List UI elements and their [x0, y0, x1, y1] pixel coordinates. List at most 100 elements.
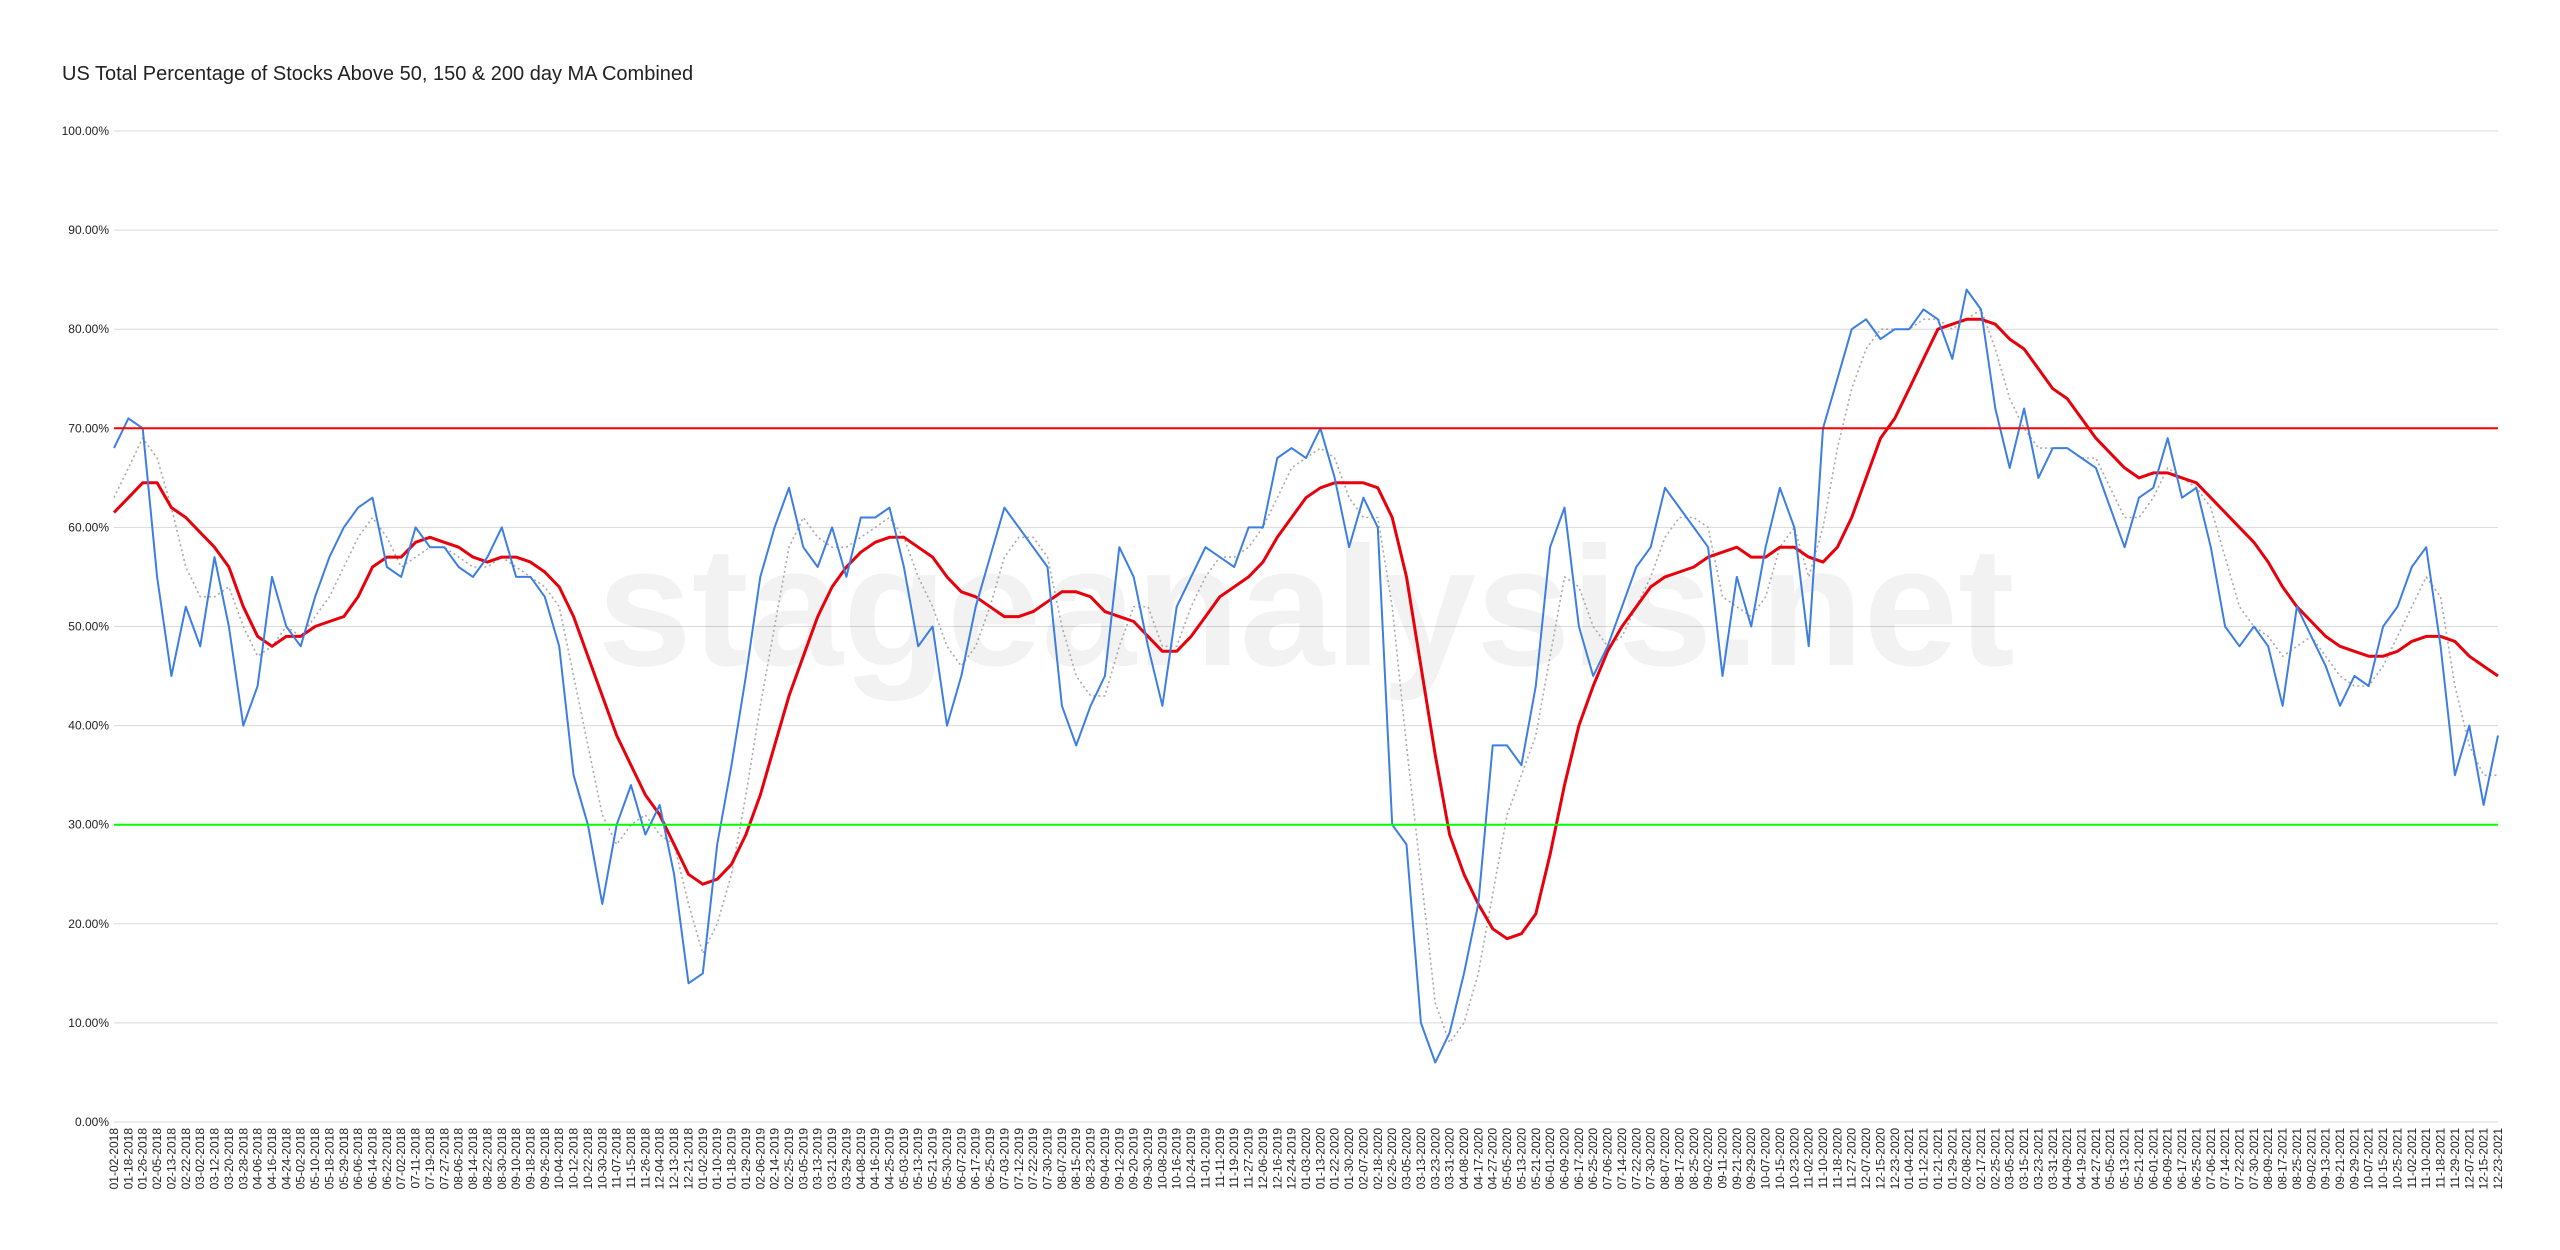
x-tick-label: 11-07-2018 — [610, 1128, 624, 1189]
x-tick-label: 10-16-2019 — [1170, 1128, 1184, 1190]
x-tick-label: 01-03-2020 — [1299, 1128, 1313, 1190]
x-tick-label: 03-23-2021 — [2031, 1128, 2045, 1190]
x-tick-label: 07-22-2019 — [1026, 1128, 1040, 1190]
x-tick-label: 09-26-2018 — [538, 1128, 552, 1190]
x-tick-label: 04-16-2018 — [265, 1128, 279, 1190]
x-tick-label: 12-24-2019 — [1285, 1128, 1299, 1190]
x-tick-label: 02-05-2018 — [150, 1128, 164, 1190]
x-tick-label: 01-12-2021 — [1917, 1128, 1931, 1190]
x-tick-label: 06-14-2018 — [366, 1128, 380, 1190]
x-tick-label: 10-08-2019 — [1155, 1128, 1169, 1190]
x-tick-label: 10-12-2018 — [567, 1128, 581, 1190]
x-tick-label: 03-28-2018 — [236, 1128, 250, 1190]
x-tick-label: 08-07-2020 — [1658, 1128, 1672, 1190]
x-tick-label: 06-17-2020 — [1572, 1128, 1586, 1190]
x-tick-label: 11-10-2021 — [2419, 1128, 2433, 1189]
x-tick-label: 11-15-2018 — [624, 1128, 638, 1189]
x-tick-label: 02-08-2021 — [1960, 1128, 1974, 1190]
x-tick-label: 08-17-2020 — [1672, 1128, 1686, 1190]
x-tick-label: 10-07-2021 — [2362, 1128, 2376, 1190]
x-tick-label: 07-03-2019 — [997, 1128, 1011, 1190]
x-tick-label: 05-21-2021 — [2132, 1128, 2146, 1190]
x-tick-label: 02-14-2019 — [768, 1128, 782, 1190]
x-tick-label: 05-30-2019 — [940, 1128, 954, 1190]
x-tick-label: 05-21-2019 — [926, 1128, 940, 1190]
y-tick-label: 60.00% — [68, 520, 109, 534]
x-tick-label: 08-23-2019 — [1084, 1128, 1098, 1190]
x-tick-label: 10-04-2018 — [552, 1128, 566, 1190]
x-tick-label: 02-06-2019 — [753, 1128, 767, 1190]
x-tick-label: 05-13-2021 — [2118, 1128, 2132, 1190]
x-tick-label: 07-14-2021 — [2218, 1128, 2232, 1190]
x-tick-label: 03-13-2019 — [811, 1128, 825, 1190]
x-tick-label: 10-30-2018 — [595, 1128, 609, 1190]
y-tick-label: 40.00% — [68, 719, 109, 733]
x-tick-label: 05-10-2018 — [308, 1128, 322, 1190]
x-tick-label: 09-10-2018 — [509, 1128, 523, 1190]
x-tick-label: 09-13-2021 — [2319, 1128, 2333, 1190]
x-tick-label: 06-25-2019 — [983, 1128, 997, 1190]
x-tick-label: 12-13-2018 — [667, 1128, 681, 1190]
x-tick-label: 12-06-2019 — [1256, 1128, 1270, 1190]
x-tick-label: 08-25-2021 — [2290, 1128, 2304, 1190]
x-tick-label: 10-07-2020 — [1759, 1128, 1773, 1190]
x-tick-label: 11-18-2020 — [1830, 1128, 1844, 1189]
x-tick-label: 12-23-2021 — [2491, 1128, 2505, 1190]
x-tick-label: 03-05-2021 — [2003, 1128, 2017, 1190]
y-tick-label: 90.00% — [68, 223, 109, 237]
x-tick-label: 07-30-2021 — [2247, 1128, 2261, 1190]
x-tick-label: 09-12-2019 — [1112, 1128, 1126, 1190]
x-tick-label: 04-17-2020 — [1471, 1128, 1485, 1190]
x-tick-label: 08-15-2019 — [1069, 1128, 1083, 1190]
x-tick-label: 02-26-2020 — [1385, 1128, 1399, 1190]
x-tick-label: 08-30-2018 — [495, 1128, 509, 1190]
x-tick-label: 11-26-2018 — [638, 1128, 652, 1189]
x-tick-label: 03-05-2020 — [1400, 1128, 1414, 1190]
x-tick-label: 03-05-2019 — [796, 1128, 810, 1190]
x-tick-label: 03-12-2018 — [208, 1128, 222, 1190]
x-tick-label: 04-25-2019 — [883, 1128, 897, 1190]
x-tick-label: 11-02-2020 — [1802, 1128, 1816, 1189]
x-tick-label: 11-18-2021 — [2434, 1128, 2448, 1189]
x-tick-label: 11-10-2020 — [1816, 1128, 1830, 1189]
x-tick-label: 05-13-2019 — [911, 1128, 925, 1190]
x-tick-label: 01-18-2018 — [121, 1128, 135, 1190]
x-tick-label: 07-11-2018 — [409, 1128, 423, 1189]
x-tick-label: 11-19-2019 — [1227, 1128, 1241, 1189]
x-tick-label: 03-31-2021 — [2046, 1128, 2060, 1190]
x-tick-label: 06-09-2020 — [1558, 1128, 1572, 1190]
x-tick-label: 01-29-2021 — [1945, 1128, 1959, 1190]
x-tick-label: 12-16-2019 — [1270, 1128, 1284, 1190]
x-tick-label: 01-02-2018 — [107, 1128, 121, 1190]
x-tick-label: 08-22-2018 — [480, 1128, 494, 1190]
x-tick-label: 02-13-2018 — [164, 1128, 178, 1190]
x-tick-label: 01-21-2021 — [1931, 1128, 1945, 1190]
x-tick-label: 11-11-2019 — [1213, 1128, 1227, 1188]
x-tick-label: 07-30-2020 — [1644, 1128, 1658, 1190]
x-tick-label: 02-17-2021 — [1974, 1128, 1988, 1190]
x-tick-label: 06-07-2019 — [954, 1128, 968, 1190]
y-tick-label: 100.00% — [62, 124, 110, 138]
x-tick-label: 12-23-2020 — [1888, 1128, 1902, 1190]
x-tick-label: 04-08-2020 — [1457, 1128, 1471, 1190]
x-tick-label: 09-02-2020 — [1701, 1128, 1715, 1190]
x-tick-label: 04-06-2018 — [251, 1128, 265, 1190]
x-tick-label: 07-30-2019 — [1040, 1128, 1054, 1190]
x-tick-label: 10-15-2020 — [1773, 1128, 1787, 1190]
y-tick-label: 20.00% — [68, 917, 109, 931]
x-tick-label: 09-30-2019 — [1141, 1128, 1155, 1190]
y-tick-label: 30.00% — [68, 818, 109, 832]
x-tick-label: 08-17-2021 — [2276, 1128, 2290, 1190]
x-tick-label: 03-23-2020 — [1428, 1128, 1442, 1190]
x-tick-label: 07-12-2019 — [1012, 1128, 1026, 1190]
x-tick-label: 01-29-2019 — [739, 1128, 753, 1190]
x-tick-label: 02-22-2018 — [179, 1128, 193, 1190]
x-tick-label: 08-07-2019 — [1055, 1128, 1069, 1190]
x-tick-label: 04-19-2021 — [2075, 1128, 2089, 1190]
x-tick-label: 03-21-2019 — [825, 1128, 839, 1190]
x-tick-label: 01-18-2019 — [725, 1128, 739, 1190]
x-tick-label: 09-29-2020 — [1744, 1128, 1758, 1190]
x-tick-label: 06-01-2020 — [1543, 1128, 1557, 1190]
x-tick-label: 11-01-2019 — [1198, 1128, 1212, 1189]
x-tick-label: 06-09-2021 — [2161, 1128, 2175, 1190]
